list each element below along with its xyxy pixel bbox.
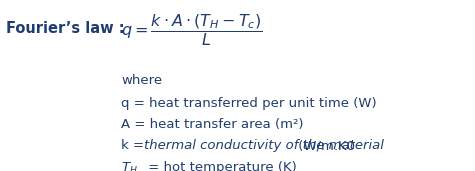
Text: thermal conductivity of the material: thermal conductivity of the material: [144, 139, 384, 152]
Text: $q = \dfrac{k \cdot A \cdot (T_H - T_c)}{L}$: $q = \dfrac{k \cdot A \cdot (T_H - T_c)}…: [121, 12, 263, 48]
Text: Fourier’s law :: Fourier’s law :: [6, 21, 130, 36]
Text: = hot temperature (K): = hot temperature (K): [144, 161, 297, 171]
Text: (W/m.K0: (W/m.K0: [294, 139, 354, 152]
Text: $T_H$: $T_H$: [121, 161, 138, 171]
Text: A = heat transfer area (m²): A = heat transfer area (m²): [121, 118, 304, 131]
Text: k =: k =: [121, 139, 148, 152]
Text: q = heat transferred per unit time (W): q = heat transferred per unit time (W): [121, 97, 377, 110]
Text: where: where: [121, 74, 162, 87]
